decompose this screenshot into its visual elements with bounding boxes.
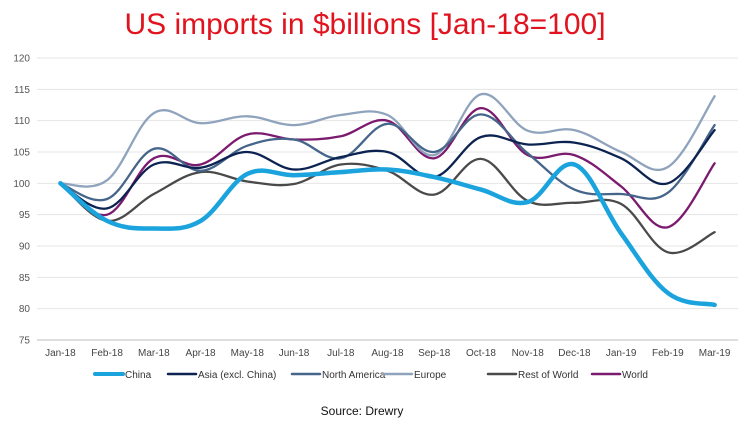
- y-tick-label: 115: [14, 85, 30, 96]
- legend-label: North America: [322, 370, 386, 381]
- y-tick-label: 110: [14, 116, 30, 127]
- y-tick-label: 120: [13, 54, 30, 65]
- series-lines: [58, 93, 717, 308]
- x-tick-label: Aug-18: [371, 348, 404, 359]
- y-tick-label: 75: [19, 336, 31, 347]
- y-tick-labels: 75 80 85 90 95 100 105 110 115 120: [13, 54, 30, 347]
- series-line-asia-excl-china: [59, 128, 716, 210]
- series-line-europe: [59, 93, 716, 188]
- chart-title: US imports in $billions [Jan-18=100]: [124, 8, 605, 41]
- x-tick-label: Sep-18: [418, 348, 451, 359]
- y-tick-label: 80: [19, 304, 31, 315]
- x-tick-label: Mar-19: [699, 348, 731, 359]
- grid-lines: [37, 57, 738, 341]
- legend-label: Rest of World: [518, 370, 578, 381]
- x-tick-label: Jul-18: [327, 348, 355, 359]
- series-line-north-america: [59, 113, 716, 202]
- y-tick-label: 85: [19, 273, 31, 284]
- y-tick-label: 100: [13, 179, 30, 190]
- x-tick-label: Oct-18: [466, 348, 496, 359]
- x-tick-label: Feb-19: [652, 348, 684, 359]
- y-tick-label: 105: [13, 148, 30, 159]
- x-tick-label: Apr-18: [186, 348, 216, 359]
- legend: China Asia (excl. China) North America Euro…: [93, 370, 648, 381]
- legend-label: Europe: [414, 370, 447, 381]
- y-tick-label: 95: [19, 210, 31, 221]
- x-tick-label: Feb-18: [91, 348, 123, 359]
- y-tick-label: 90: [19, 242, 31, 253]
- x-tick-label: Dec-18: [558, 348, 591, 359]
- x-tick-label: Jan-18: [45, 348, 76, 359]
- legend-label: Asia (excl. China): [198, 370, 276, 381]
- x-tick-label: Jan-19: [606, 348, 637, 359]
- x-tick-label: Nov-18: [512, 348, 545, 359]
- series-line-world: [59, 106, 716, 229]
- series-line-rest-of-world: [59, 157, 716, 255]
- series-line-china: [58, 161, 717, 308]
- x-tick-label: Jun-18: [279, 348, 310, 359]
- x-tick-label: May-18: [231, 348, 265, 359]
- legend-label: World: [622, 370, 648, 381]
- x-tick-label: Mar-18: [138, 348, 170, 359]
- source-note: Source: Drewry: [321, 404, 404, 418]
- x-tick-labels: Jan-18 Feb-18 Mar-18 Apr-18 May-18 Jun-18 Jul-…: [45, 348, 731, 359]
- legend-label: China: [125, 370, 152, 381]
